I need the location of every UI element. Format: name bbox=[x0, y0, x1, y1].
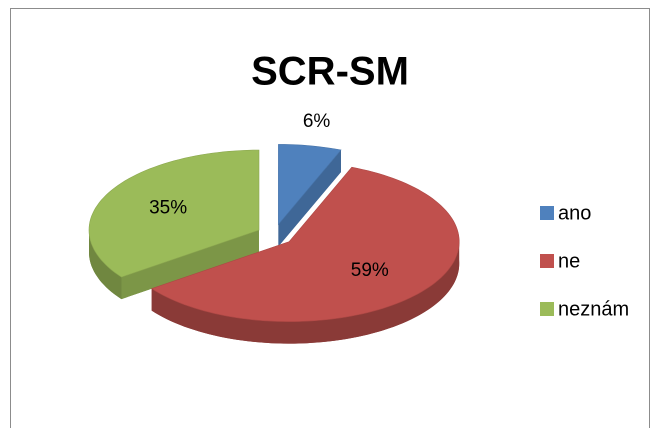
legend-label: neznám bbox=[558, 298, 629, 320]
slice-wall bbox=[89, 230, 122, 300]
pie-slice bbox=[278, 144, 342, 247]
legend-label: ne bbox=[558, 250, 580, 272]
legend-label: ano bbox=[558, 202, 591, 224]
pie-slice bbox=[151, 166, 460, 344]
slice-side bbox=[121, 230, 260, 300]
legend-swatch bbox=[540, 302, 554, 316]
data-label: 59% bbox=[351, 260, 389, 281]
legend-swatch bbox=[540, 254, 554, 268]
data-label: 6% bbox=[303, 111, 331, 132]
chart-title: SCR-SM bbox=[251, 50, 409, 94]
pie-slice bbox=[88, 149, 260, 300]
slice-side bbox=[278, 150, 341, 247]
slice-top bbox=[151, 166, 460, 322]
data-label: 35% bbox=[149, 197, 187, 218]
slice-wall bbox=[151, 241, 460, 344]
pie bbox=[88, 144, 460, 344]
slice-top bbox=[278, 144, 342, 226]
slice-top bbox=[88, 149, 260, 278]
legend-swatch bbox=[540, 206, 554, 220]
